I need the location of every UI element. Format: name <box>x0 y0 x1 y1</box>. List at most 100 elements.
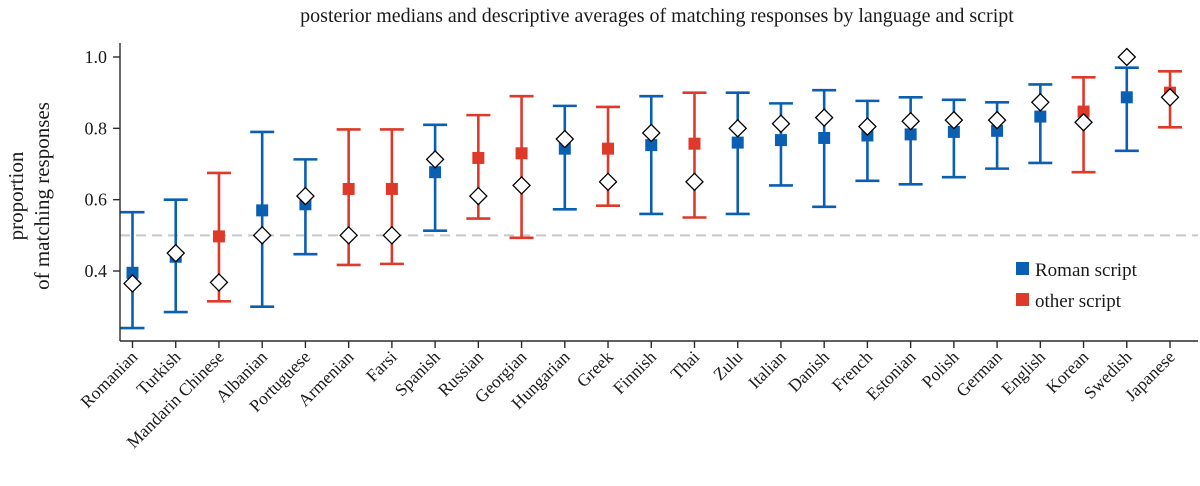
category-label-danish: Danish <box>784 347 833 396</box>
median-marker <box>212 230 225 243</box>
median-marker <box>558 142 571 155</box>
median-marker <box>904 128 917 141</box>
y-axis-title-line-2: of matching responses <box>30 102 54 290</box>
x-axis-ticks <box>131 341 1171 348</box>
average-marker <box>1074 112 1093 132</box>
category-label-german: German <box>952 347 1006 401</box>
median-marker <box>256 204 269 217</box>
error-bar-mandarin-chinese <box>206 171 231 303</box>
error-bar-german <box>985 100 1010 170</box>
error-bar-hungarian <box>552 104 577 211</box>
average-marker <box>857 117 877 136</box>
median-marker <box>385 182 398 195</box>
error-bars <box>120 47 1183 330</box>
error-bar-thai <box>682 91 707 219</box>
error-bar-korean <box>1071 76 1096 174</box>
average-marker <box>166 243 186 263</box>
median-marker <box>342 182 355 195</box>
y-tick-label: 0.8 <box>85 118 108 138</box>
legend-label-roman: Roman script <box>1035 260 1138 281</box>
y-tick-label: 0.6 <box>85 190 108 210</box>
average-marker <box>1160 87 1180 107</box>
error-bar-spanish <box>423 123 448 232</box>
category-label-farsi: Farsi <box>362 347 401 386</box>
error-bar-zulu <box>725 91 750 216</box>
category-label-english: English <box>997 347 1049 399</box>
median-marker <box>1034 110 1047 123</box>
median-marker <box>1120 91 1133 104</box>
average-marker <box>555 129 575 149</box>
chart-title: posterior medians and descriptive averag… <box>300 5 1014 27</box>
median-marker <box>645 139 658 152</box>
average-marker <box>468 186 488 206</box>
median-marker <box>731 136 744 149</box>
median-marker <box>472 151 485 164</box>
error-bar-greek <box>596 105 621 208</box>
average-marker <box>814 108 834 128</box>
legend-swatch-roman <box>1016 262 1029 275</box>
category-label-estonian: Estonian <box>862 347 920 405</box>
error-bar-italian <box>768 102 793 187</box>
category-label-finnish: Finnish <box>609 347 660 398</box>
error-bar-armenian <box>336 128 361 267</box>
error-bar-english <box>1028 83 1053 165</box>
median-marker <box>688 137 701 150</box>
error-bar-estonian <box>898 96 923 186</box>
average-marker <box>641 123 661 143</box>
error-bar-danish <box>812 88 837 209</box>
category-label-spanish: Spanish <box>391 347 445 401</box>
average-marker <box>512 175 531 195</box>
category-label-zulu: Zulu <box>709 347 747 385</box>
average-marker <box>728 118 748 138</box>
y-axis-title-line-1: proportion <box>4 151 28 240</box>
average-marker <box>296 186 315 206</box>
error-bar-french <box>855 99 880 183</box>
error-bar-portuguese <box>293 158 318 256</box>
median-marker <box>774 134 787 147</box>
legend: Roman script other script <box>1016 260 1138 312</box>
average-marker <box>944 110 964 130</box>
category-label-italian: Italian <box>744 347 790 393</box>
average-marker <box>252 225 272 245</box>
median-marker <box>515 147 528 160</box>
average-marker <box>382 225 402 245</box>
error-bar-finnish <box>639 94 664 216</box>
error-bar-turkish <box>163 198 188 314</box>
average-marker <box>771 114 791 134</box>
category-label-thai: Thai <box>666 347 703 384</box>
median-marker <box>1077 105 1090 118</box>
error-bar-japanese <box>1158 69 1183 129</box>
y-axis-title: proportion of matching responses <box>4 102 54 290</box>
average-marker <box>598 172 618 192</box>
average-marker <box>339 225 359 245</box>
average-marker <box>209 272 229 292</box>
legend-swatch-other <box>1016 293 1029 306</box>
median-marker <box>429 166 442 179</box>
y-tick-label: 0.4 <box>85 261 108 281</box>
median-marker <box>818 131 831 144</box>
average-marker <box>685 172 704 192</box>
error-bar-farsi <box>379 128 404 266</box>
y-axis-ticks: 0.4 0.6 0.8 1.0 <box>85 47 120 281</box>
error-bar-romanian <box>120 210 145 330</box>
average-marker <box>123 274 142 293</box>
error-bar-russian <box>466 113 491 220</box>
error-bar-swedish <box>1114 47 1139 153</box>
average-marker <box>425 149 445 169</box>
y-tick-label: 1.0 <box>85 47 108 67</box>
median-marker <box>947 125 960 138</box>
average-marker <box>1117 47 1137 67</box>
average-marker <box>901 111 921 131</box>
error-bar-albanian <box>250 130 275 308</box>
average-marker <box>1030 92 1050 112</box>
median-marker <box>126 266 139 279</box>
category-label-romanian: Romanian <box>76 347 141 412</box>
median-marker <box>991 124 1004 137</box>
error-bar-georgian <box>509 94 534 240</box>
error-bar-polish <box>941 98 966 179</box>
average-marker <box>987 110 1007 130</box>
legend-label-other: other script <box>1035 291 1122 312</box>
median-marker <box>602 142 615 155</box>
